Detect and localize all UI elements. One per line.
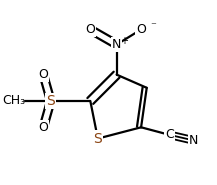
Text: S: S [46,94,55,108]
Text: ⁻: ⁻ [150,21,156,31]
Text: C: C [165,128,174,141]
Text: O: O [38,68,48,81]
Text: CH₃: CH₃ [2,95,25,107]
Text: S: S [94,132,102,146]
Text: N: N [189,134,198,147]
Text: N: N [112,38,121,51]
Text: O: O [136,23,146,36]
Text: O: O [38,121,48,134]
Text: O: O [85,23,95,36]
Text: +: + [120,36,128,46]
